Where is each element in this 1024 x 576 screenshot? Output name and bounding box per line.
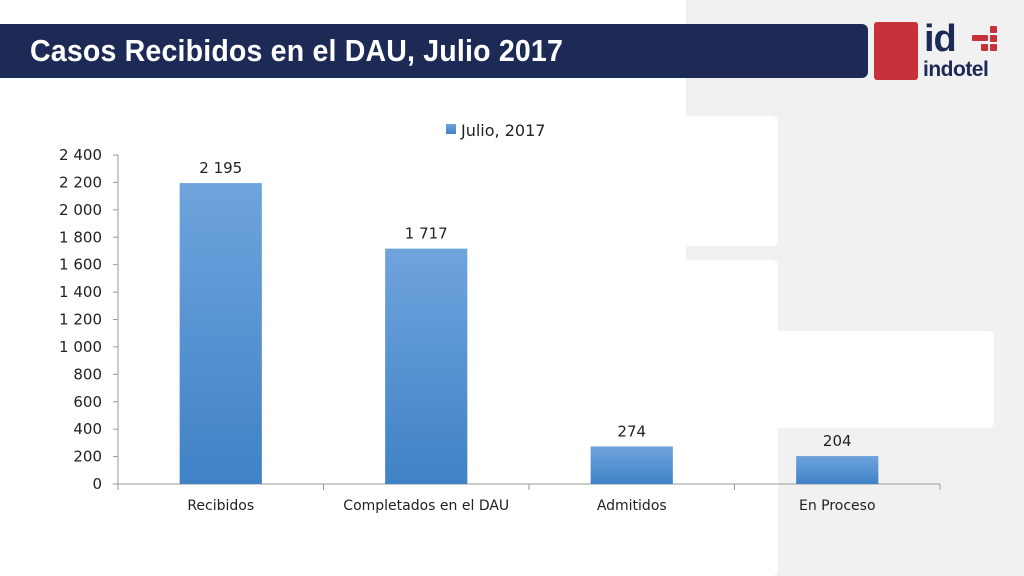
logo-name: indotel bbox=[923, 58, 989, 81]
background-card bbox=[726, 331, 994, 428]
y-tick-label: 0 bbox=[92, 475, 102, 493]
data-label: 274 bbox=[617, 422, 646, 440]
y-tick-label: 1 200 bbox=[59, 311, 102, 329]
x-axis: Recibidos Completados en el DAU Admitidos E… bbox=[117, 483, 941, 514]
y-tick-label: 2 400 bbox=[59, 146, 102, 164]
title-bar: Casos Recibidos en el DAU, Julio 2017 bbox=[0, 24, 868, 78]
logo-grid-icon bbox=[972, 26, 1000, 52]
y-tick-label: 800 bbox=[73, 365, 102, 383]
y-axis: 0 200 400 600 800 1 000 1 200 1 400 1 600 1 800 2 … bbox=[59, 146, 119, 493]
indotel-logo: id indotel bbox=[874, 18, 1004, 82]
y-tick-label: 2 200 bbox=[59, 173, 102, 191]
y-tick-label: 2 000 bbox=[59, 201, 102, 219]
category-label: En Proceso bbox=[799, 498, 876, 514]
y-tick-label: 1 400 bbox=[59, 283, 102, 301]
bar bbox=[590, 446, 673, 484]
bar bbox=[179, 183, 262, 484]
data-labels: 2 195 1 717 274 204 bbox=[199, 159, 851, 450]
y-tick-label: 1 000 bbox=[59, 338, 102, 356]
background-cutout-top bbox=[680, 116, 778, 246]
category-label: Completados en el DAU bbox=[343, 498, 509, 514]
y-tick-label: 600 bbox=[73, 393, 102, 411]
category-label: Admitidos bbox=[597, 498, 667, 514]
legend-swatch bbox=[446, 124, 456, 134]
page-title: Casos Recibidos en el DAU, Julio 2017 bbox=[30, 33, 564, 68]
data-label: 1 717 bbox=[405, 225, 448, 243]
y-tick-label: 1 600 bbox=[59, 256, 102, 274]
logo-mark: id bbox=[924, 18, 957, 60]
bar bbox=[385, 248, 468, 484]
bar bbox=[796, 456, 879, 484]
legend-label: Julio, 2017 bbox=[460, 121, 545, 140]
y-tick-label: 1 800 bbox=[59, 228, 102, 246]
category-label: Recibidos bbox=[187, 498, 254, 514]
bars bbox=[179, 183, 879, 484]
y-tick-label: 200 bbox=[73, 448, 102, 466]
logo-red-block bbox=[874, 22, 918, 80]
data-label: 2 195 bbox=[199, 159, 242, 177]
chart-legend: Julio, 2017 bbox=[446, 121, 545, 140]
data-label: 204 bbox=[823, 432, 852, 450]
y-tick-label: 400 bbox=[73, 420, 102, 438]
